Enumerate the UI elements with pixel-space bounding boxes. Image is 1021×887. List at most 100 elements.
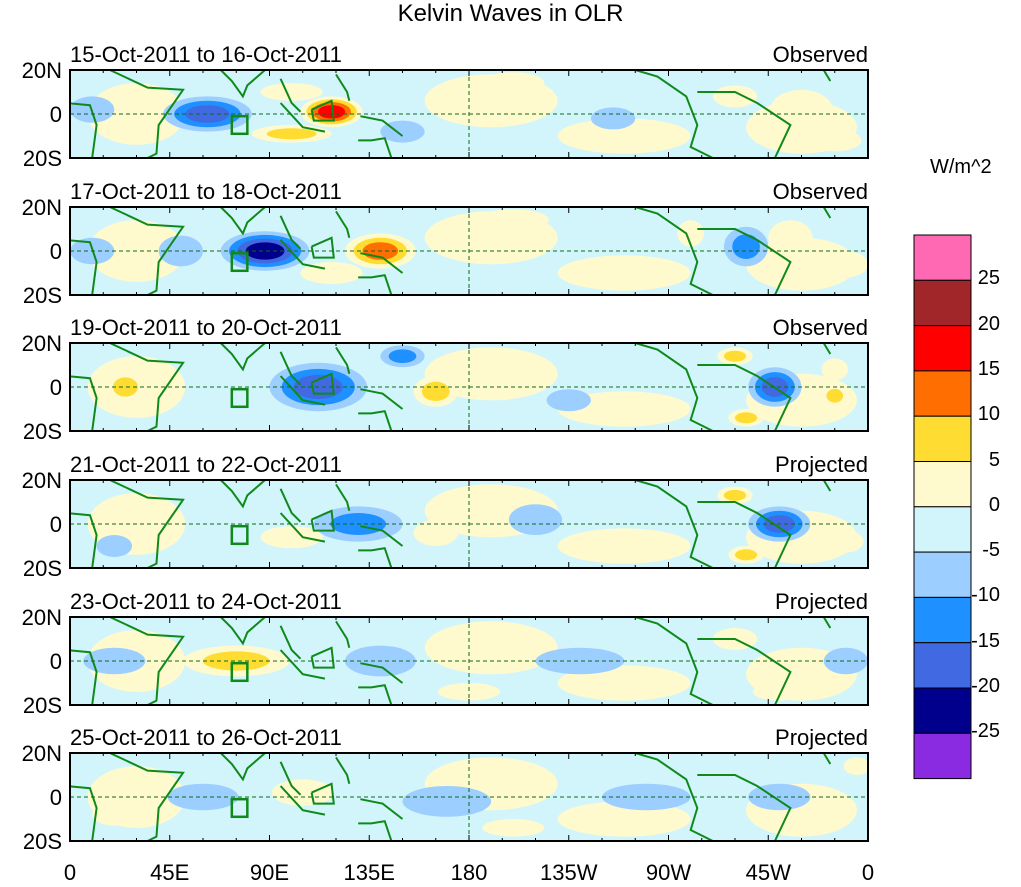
coastline bbox=[279, 351, 302, 386]
positive-olr-anomaly bbox=[712, 85, 758, 108]
coastline bbox=[335, 210, 351, 239]
colorbar-swatch bbox=[913, 642, 972, 689]
coastline bbox=[220, 617, 266, 646]
coastline bbox=[358, 274, 393, 295]
colorbar-swatch bbox=[913, 234, 972, 281]
negative-olr-anomaly bbox=[402, 786, 492, 817]
index-box bbox=[230, 797, 249, 819]
panel-date: 21-Oct-2011 to 22-Oct-2011 bbox=[70, 452, 342, 477]
positive-olr-anomaly bbox=[768, 220, 813, 256]
panel-date: 17-Oct-2011 to 18-Oct-2011 bbox=[70, 179, 342, 204]
positive-olr-anomaly bbox=[260, 83, 323, 101]
map-panel bbox=[69, 616, 869, 706]
panel-type: Projected bbox=[775, 725, 868, 750]
lon-label: 135E bbox=[343, 860, 395, 885]
colorbar-label: 5 bbox=[988, 448, 1000, 471]
coastline bbox=[279, 625, 302, 660]
positive-olr-anomaly bbox=[821, 358, 849, 381]
chart-title: Kelvin Waves in OLR bbox=[397, 0, 624, 27]
panel-type: Observed bbox=[772, 315, 868, 340]
anomaly-field bbox=[70, 207, 868, 295]
lat-label: 0 bbox=[49, 512, 62, 537]
lon-label: 0 bbox=[63, 860, 77, 885]
lon-label: 90W bbox=[645, 860, 692, 885]
coastline bbox=[358, 410, 393, 431]
coastline bbox=[634, 207, 714, 295]
weak-positive-region bbox=[557, 255, 691, 291]
coastline bbox=[358, 547, 393, 568]
weak-positive-region bbox=[424, 621, 558, 675]
index-box bbox=[230, 661, 249, 683]
negative-olr-anomaly bbox=[158, 235, 203, 267]
coastline bbox=[70, 239, 98, 295]
coastline bbox=[335, 483, 351, 512]
lon-label: 45W bbox=[745, 860, 791, 885]
negative-olr-anomaly bbox=[546, 389, 591, 412]
coastline bbox=[697, 228, 792, 295]
positive-olr-anomaly bbox=[735, 412, 758, 424]
index-box bbox=[230, 524, 249, 546]
map-panel bbox=[69, 206, 869, 296]
lat-label: 20S bbox=[22, 829, 62, 854]
coastline bbox=[310, 372, 335, 395]
colorbar-swatch bbox=[913, 461, 972, 508]
coastline bbox=[697, 774, 792, 841]
index-box bbox=[230, 251, 249, 273]
negative-olr-anomaly bbox=[508, 504, 563, 535]
negative-olr-anomaly bbox=[590, 107, 636, 130]
coastline bbox=[70, 512, 98, 568]
lat-label: 20N bbox=[21, 741, 62, 766]
lat-label: 20S bbox=[22, 693, 62, 718]
coastline bbox=[109, 343, 185, 431]
positive-olr-anomaly bbox=[477, 209, 549, 232]
positive-olr-anomaly bbox=[260, 526, 323, 549]
anomaly-field bbox=[70, 617, 868, 705]
positive-olr-anomaly bbox=[826, 388, 844, 403]
colorbar-swatch bbox=[913, 279, 972, 327]
positive-olr-anomaly bbox=[114, 94, 150, 134]
colorbar-swatch bbox=[913, 687, 972, 734]
lat-label: 0 bbox=[49, 239, 62, 264]
negative-olr-anomaly bbox=[380, 120, 425, 143]
coastline bbox=[279, 785, 326, 816]
positive-olr-anomaly bbox=[203, 651, 270, 671]
lat-label: 0 bbox=[49, 102, 62, 127]
coastline bbox=[822, 617, 832, 629]
colorbar-swatch bbox=[913, 732, 972, 780]
positive-olr-anomaly bbox=[271, 779, 334, 806]
coastline bbox=[822, 480, 832, 492]
coastline bbox=[109, 70, 185, 158]
coastline bbox=[109, 480, 185, 568]
positive-olr-anomaly bbox=[770, 89, 833, 130]
lat-label: 20N bbox=[21, 605, 62, 630]
lat-label: 20N bbox=[21, 331, 62, 356]
coastline bbox=[310, 236, 335, 259]
panel-date: 23-Oct-2011 to 24-Oct-2011 bbox=[70, 589, 342, 614]
coastline bbox=[279, 488, 302, 523]
lat-label: 20N bbox=[21, 58, 62, 83]
colorbar-label: 20 bbox=[977, 312, 1000, 335]
panel-type: Observed bbox=[772, 42, 868, 67]
colorbar-label: 15 bbox=[977, 357, 1000, 380]
coastline bbox=[335, 346, 351, 375]
positive-olr-anomaly bbox=[112, 377, 138, 397]
map-panel bbox=[69, 69, 869, 159]
lat-label: 20S bbox=[22, 283, 62, 308]
positive-olr-anomaly bbox=[413, 519, 458, 546]
coastline bbox=[70, 102, 98, 158]
panel-date: 15-Oct-2011 to 16-Oct-2011 bbox=[70, 42, 342, 67]
positive-olr-anomaly bbox=[482, 819, 545, 837]
negative-olr-anomaly bbox=[185, 105, 230, 123]
panel-type: Projected bbox=[775, 452, 868, 477]
map-panel bbox=[69, 752, 869, 842]
negative-olr-anomaly bbox=[732, 234, 760, 259]
panel-type: Projected bbox=[775, 589, 868, 614]
positive-olr-anomaly bbox=[828, 530, 864, 553]
coastline bbox=[220, 753, 266, 782]
coastline bbox=[358, 820, 393, 841]
colorbar-label: 0 bbox=[988, 493, 1000, 516]
coastline bbox=[109, 753, 185, 841]
coastline bbox=[634, 617, 714, 705]
panel-type: Observed bbox=[772, 179, 868, 204]
weak-positive-region bbox=[557, 118, 691, 154]
